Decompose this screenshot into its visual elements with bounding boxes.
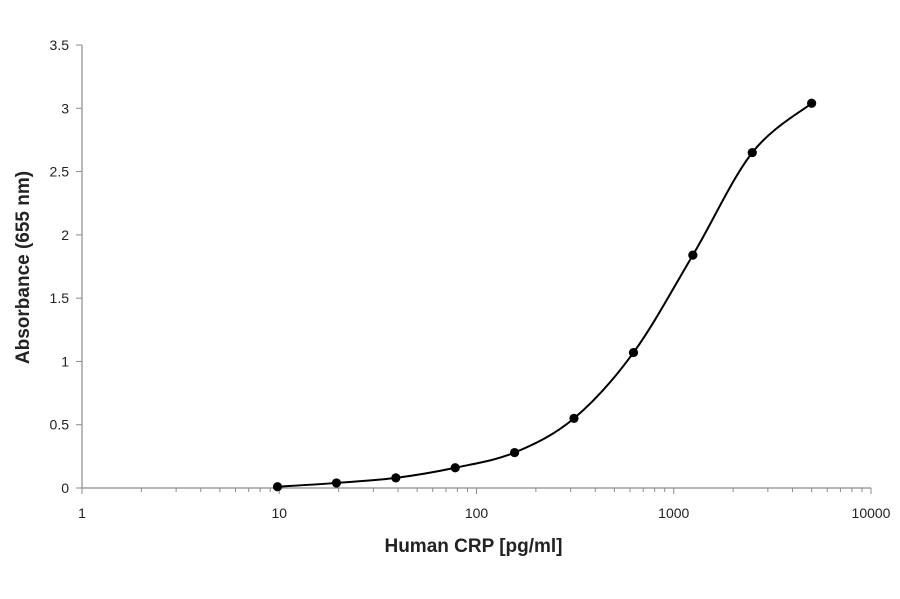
x-tick-label: 100 (465, 505, 489, 521)
x-tick-label: 1 (78, 505, 86, 521)
data-point (331, 478, 342, 488)
y-tick-label: 0.5 (50, 417, 70, 433)
data-point (807, 98, 817, 108)
data-point (272, 482, 283, 492)
data-point (569, 413, 579, 423)
y-axis-title: Absorbance (655 nm) (13, 171, 34, 364)
y-tick-label: 3.5 (50, 37, 70, 53)
data-point (509, 447, 520, 458)
data-point (450, 463, 460, 473)
y-tick-label: 0 (61, 480, 69, 496)
x-tick-label: 10000 (852, 505, 891, 521)
data-point (688, 250, 698, 260)
x-axis-title: Human CRP [pg/ml] (384, 536, 562, 557)
x-tick-label: 10 (271, 505, 287, 521)
y-tick-label: 1.5 (50, 290, 70, 306)
data-point (747, 147, 757, 158)
y-tick-label: 2.5 (50, 164, 70, 180)
y-tick-label: 3 (61, 100, 69, 116)
y-tick-label: 2 (61, 227, 69, 243)
standard-curve-line (277, 102, 813, 488)
data-point (391, 473, 401, 483)
data-point (628, 347, 639, 358)
y-tick-label: 1 (61, 353, 69, 369)
x-tick-label: 1000 (658, 505, 689, 521)
